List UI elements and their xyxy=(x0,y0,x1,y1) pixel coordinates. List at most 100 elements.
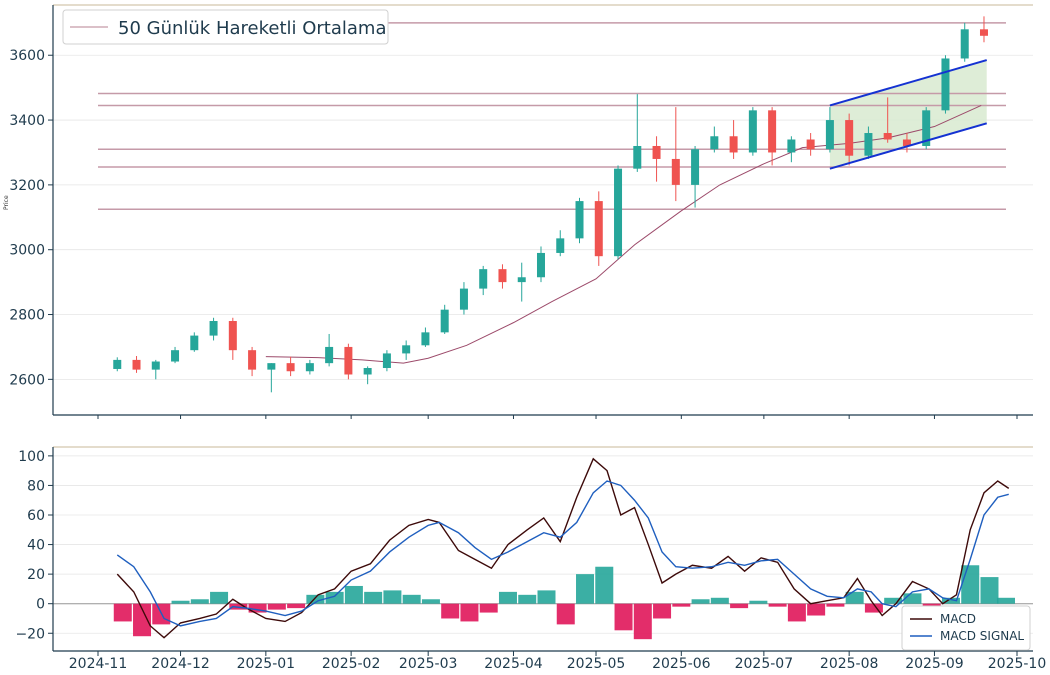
candle-body xyxy=(691,149,700,185)
price-tick-label: 3600 xyxy=(9,48,45,64)
candle-body xyxy=(941,58,950,111)
macd-tick-label: −20 xyxy=(15,626,45,642)
candle-body xyxy=(517,277,526,283)
candle-body xyxy=(768,110,777,153)
macd-histogram-bar xyxy=(826,603,845,607)
candle-body xyxy=(382,353,391,369)
price-panel: 2600 2800 3000 3200 3400 3600 xyxy=(9,4,1033,419)
price-tick-label: 3200 xyxy=(9,178,45,194)
candle-body xyxy=(113,359,122,369)
candle-body xyxy=(845,120,854,156)
candle-body xyxy=(575,201,584,239)
candle-body xyxy=(171,350,180,362)
price-tick-label: 3000 xyxy=(9,243,45,259)
candle-body xyxy=(979,29,988,36)
macd-histogram-bar xyxy=(653,603,672,619)
macd-legend: MACD MACD SIGNAL xyxy=(901,605,1031,651)
candle-body xyxy=(652,145,661,159)
macd-histogram-bar xyxy=(421,599,440,604)
macd-histogram-bar xyxy=(113,603,132,622)
candle-body xyxy=(883,133,892,140)
macd-histogram-bar xyxy=(595,566,614,604)
candle-body xyxy=(748,110,757,153)
candle-body xyxy=(633,145,642,169)
macd-histogram-bar xyxy=(691,599,710,604)
macd-histogram-bar xyxy=(248,603,267,613)
candle-body xyxy=(305,363,314,372)
channel-lower-line xyxy=(829,122,988,170)
macd-tick-label: 0 xyxy=(36,597,45,613)
candle-body xyxy=(864,133,873,156)
macd-histogram-bar xyxy=(980,577,999,604)
macd-histogram-bar xyxy=(460,603,479,622)
candle-body xyxy=(710,136,719,150)
macd-line xyxy=(116,457,1010,639)
macd-histogram-bar xyxy=(441,603,460,619)
price-tick-label: 2600 xyxy=(9,372,45,388)
macd-tick-label: 20 xyxy=(27,567,45,583)
macd-histogram-bar xyxy=(941,597,960,604)
macd-histogram-bar xyxy=(996,597,1015,604)
candle-body xyxy=(922,110,931,146)
macd-tick-label: 80 xyxy=(27,478,45,494)
date-tick-label: 2025-02 xyxy=(322,656,381,672)
macd-histogram-bar xyxy=(479,603,498,613)
candle-body xyxy=(267,363,276,370)
candle-body xyxy=(402,345,411,354)
macd-histogram-bar xyxy=(768,603,787,607)
macd-histogram-bar xyxy=(537,590,556,604)
candle-body xyxy=(363,368,372,375)
candle-body xyxy=(344,346,353,375)
candle-body xyxy=(787,139,796,153)
date-tick-label: 2024-11 xyxy=(69,656,128,672)
ma-legend-box xyxy=(62,9,389,45)
channel-fill xyxy=(829,60,987,169)
macd-tick-label: 60 xyxy=(27,508,45,524)
candle-body xyxy=(594,201,603,257)
date-tick-label: 2025-09 xyxy=(905,656,964,672)
candle-body xyxy=(190,335,199,351)
macd-histogram-bar xyxy=(614,603,633,631)
macd-tick-label: 40 xyxy=(27,538,45,554)
macd-histogram-bar xyxy=(364,591,383,604)
date-tick-label: 2024-12 xyxy=(151,656,210,672)
candle-body xyxy=(498,269,507,283)
candle-body xyxy=(421,332,430,346)
macd-histogram-bar xyxy=(344,585,363,604)
candle-body xyxy=(132,359,141,370)
macd-histogram-bar xyxy=(383,590,402,604)
candle-body xyxy=(286,363,295,372)
candle-body xyxy=(902,139,911,146)
macd-histogram-bar xyxy=(672,603,691,607)
macd-legend-box xyxy=(901,605,1031,651)
candle-body xyxy=(248,350,257,370)
macd-histogram-bar xyxy=(325,591,344,604)
candle-body xyxy=(671,158,680,185)
price-axis-label: Price xyxy=(3,195,10,210)
date-tick-label: 2025-07 xyxy=(735,656,794,672)
macd-histogram-bar xyxy=(710,597,729,604)
date-tick-label: 2025-08 xyxy=(820,656,879,672)
date-tick-label: 2025-04 xyxy=(484,656,543,672)
macd-histogram-bar xyxy=(845,591,864,604)
macd-histogram-bar xyxy=(402,594,421,604)
macd-histogram-bar xyxy=(171,600,190,604)
candle-body xyxy=(729,136,738,153)
macd-signal-line xyxy=(116,480,1009,627)
candle-body xyxy=(325,346,334,364)
date-tick-label: 2025-10 xyxy=(988,656,1047,672)
moving-average-line xyxy=(265,105,982,364)
macd-histogram-bar xyxy=(864,603,883,613)
ma-legend-label: 50 Günlük Hareketli Ortalama xyxy=(118,18,386,39)
macd-histogram-bar xyxy=(133,603,152,637)
price-tick-label: 2800 xyxy=(9,308,45,324)
macd-histogram-bar xyxy=(787,603,806,622)
date-tick-label: 2025-01 xyxy=(237,656,296,672)
candle-body xyxy=(209,321,218,336)
macd-histogram-bar xyxy=(287,603,306,609)
macd-histogram-bar xyxy=(267,603,286,610)
candle-body xyxy=(960,29,969,59)
signal-legend-label: MACD SIGNAL xyxy=(940,629,1024,643)
macd-histogram-bar xyxy=(884,597,903,604)
